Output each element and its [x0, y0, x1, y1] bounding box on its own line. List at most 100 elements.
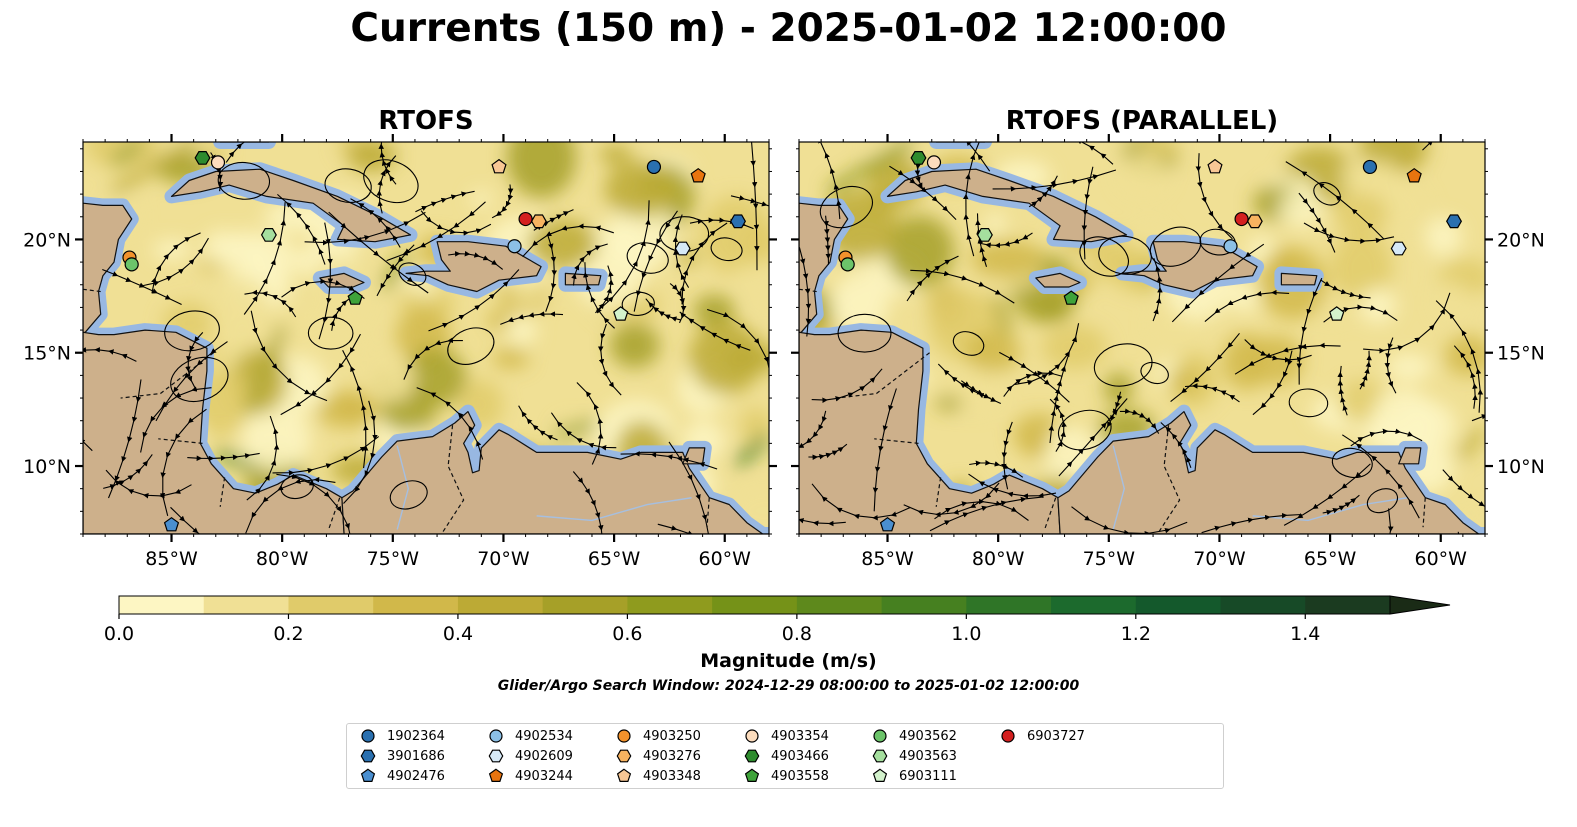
- colorbar-bin: [712, 596, 798, 614]
- colorbar-bin: [1305, 596, 1391, 614]
- x-tick-label: 85°W: [145, 548, 198, 570]
- legend-marker-hexagon-icon: [360, 749, 376, 763]
- legend-item: 4903244: [487, 767, 573, 785]
- x-tick-label: 80°W: [256, 548, 309, 570]
- legend-marker-circle-icon: [489, 729, 503, 743]
- y-tick-label: 10°N: [1497, 456, 1545, 478]
- land-puerto-rico: [1280, 272, 1318, 286]
- panel-title-rtofs: RTOFS: [378, 106, 474, 136]
- legend-marker-circle-icon: [1001, 729, 1015, 743]
- colorbar-bin: [796, 596, 883, 614]
- legend-label: 4902609: [515, 748, 573, 764]
- legend-item: 4903276: [615, 747, 701, 765]
- colorbar-extend-max: [1389, 595, 1451, 615]
- legend-item: 6903727: [999, 727, 1085, 745]
- float-4903354: [210, 155, 226, 170]
- colorbar-tick-label: 0.6: [612, 623, 642, 645]
- float-6903111: [613, 306, 629, 321]
- float-4903244: [690, 167, 706, 183]
- legend-marker-circle-icon: [361, 729, 375, 743]
- float-4902609: [674, 241, 691, 256]
- legend-label: 4902534: [515, 728, 573, 744]
- panel-title-rtofs-parallel: RTOFS (PARALLEL): [1005, 106, 1279, 136]
- legend-label: 6903727: [1027, 728, 1085, 744]
- y-tick-label: 20°N: [1497, 229, 1545, 251]
- legend-label: 3901686: [387, 748, 445, 764]
- legend-item: 4903562: [871, 727, 957, 745]
- float-4903348: [491, 158, 507, 174]
- legend-label: 4902476: [387, 768, 445, 784]
- float-1902364: [1362, 159, 1378, 175]
- legend-item: 4902534: [487, 727, 573, 745]
- x-tick-label: 60°W: [1415, 548, 1468, 570]
- float-6903727: [1234, 211, 1249, 227]
- float-4903244: [1406, 167, 1422, 183]
- colorbar-bin: [373, 596, 459, 614]
- float-4903276: [1246, 214, 1263, 229]
- legend-label: 4903563: [899, 748, 957, 764]
- colorbar-tick-label: 0.0: [104, 623, 134, 645]
- colorbar-bin: [119, 596, 205, 614]
- legend-marker-hexagon-icon: [616, 749, 632, 763]
- colorbar-bin: [881, 596, 967, 614]
- x-tick-label: 75°W: [1083, 548, 1136, 570]
- legend-label: 4903348: [643, 768, 701, 784]
- land-yucatan: [83, 202, 133, 333]
- colorbar-label: Magnitude (m/s): [700, 650, 877, 672]
- x-tick-label: 60°W: [699, 548, 752, 570]
- legend-label: 4903466: [771, 748, 829, 764]
- legend-item: 1902364: [359, 727, 445, 745]
- float-4903562: [840, 257, 855, 272]
- x-tick-label: 65°W: [588, 548, 641, 570]
- search-window-caption: Glider/Argo Search Window: 2024-12-29 08…: [497, 678, 1080, 694]
- legend-label: 4903562: [899, 728, 957, 744]
- colorbar-bin: [457, 596, 544, 614]
- float-4903563: [260, 228, 277, 242]
- land-jamaica: [1035, 272, 1081, 288]
- legend-item: 3901686: [359, 747, 445, 765]
- colorbar-tick-label: 1.0: [951, 623, 981, 645]
- colorbar-tick-label: 0.4: [443, 623, 473, 645]
- legend-marker-pentagon-icon: [872, 768, 888, 782]
- legend-marker-hexagon-icon: [488, 749, 504, 763]
- float-6903111: [1329, 306, 1345, 321]
- legend-marker-pentagon-icon: [616, 768, 632, 782]
- colorbar-tick-label: 1.2: [1121, 623, 1151, 645]
- map-panel-rtofs-parallel: 85°W 80°W 75°W 70°W 65°W 60°W 10°N 15°N 20°N: [791, 134, 1545, 570]
- land-florida: [935, 142, 986, 143]
- colorbar-bin: [966, 596, 1052, 614]
- float-4903466: [194, 151, 211, 165]
- legend-label: 4903558: [771, 768, 829, 784]
- float-4902534: [1223, 239, 1238, 254]
- y-tick-label: 15°N: [1497, 343, 1545, 365]
- legend-label: 4903354: [771, 728, 829, 744]
- legend-item: 4903354: [743, 727, 829, 745]
- float-4902609: [1390, 241, 1407, 256]
- legend-item: 4902476: [359, 767, 445, 785]
- legend-marker-hexagon-icon: [872, 749, 888, 763]
- float-4903558: [347, 290, 363, 305]
- colorbar-bin: [288, 596, 374, 614]
- float-4903466: [910, 151, 927, 165]
- float-3901686: [730, 214, 746, 229]
- float-1902364: [646, 159, 662, 175]
- x-tick-label: 70°W: [1193, 548, 1246, 570]
- float-4903276: [530, 214, 547, 229]
- colorbar: 0.0 0.2 0.4 0.6 0.8 1.0 1.2 1.4: [104, 595, 1451, 645]
- legend-marker-circle-icon: [745, 729, 759, 743]
- x-tick-label: 70°W: [477, 548, 530, 570]
- float-legend: 1902364 3901686 4902476 4902534 4902609 49032…: [346, 723, 1224, 789]
- land-puerto-rico: [564, 272, 602, 286]
- y-tick-label: 20°N: [23, 229, 71, 251]
- legend-item: 4902609: [487, 747, 573, 765]
- colorbar-tick-label: 1.4: [1290, 623, 1320, 645]
- legend-item: 4903466: [743, 747, 829, 765]
- legend-label: 6903111: [899, 768, 957, 784]
- x-tick-label: 65°W: [1304, 548, 1357, 570]
- x-tick-label: 85°W: [861, 548, 914, 570]
- colorbar-bin: [203, 596, 289, 614]
- x-tick-label: 80°W: [972, 548, 1025, 570]
- legend-item: 6903111: [871, 767, 957, 785]
- float-4902476: [163, 516, 180, 532]
- float-4902534: [507, 239, 522, 254]
